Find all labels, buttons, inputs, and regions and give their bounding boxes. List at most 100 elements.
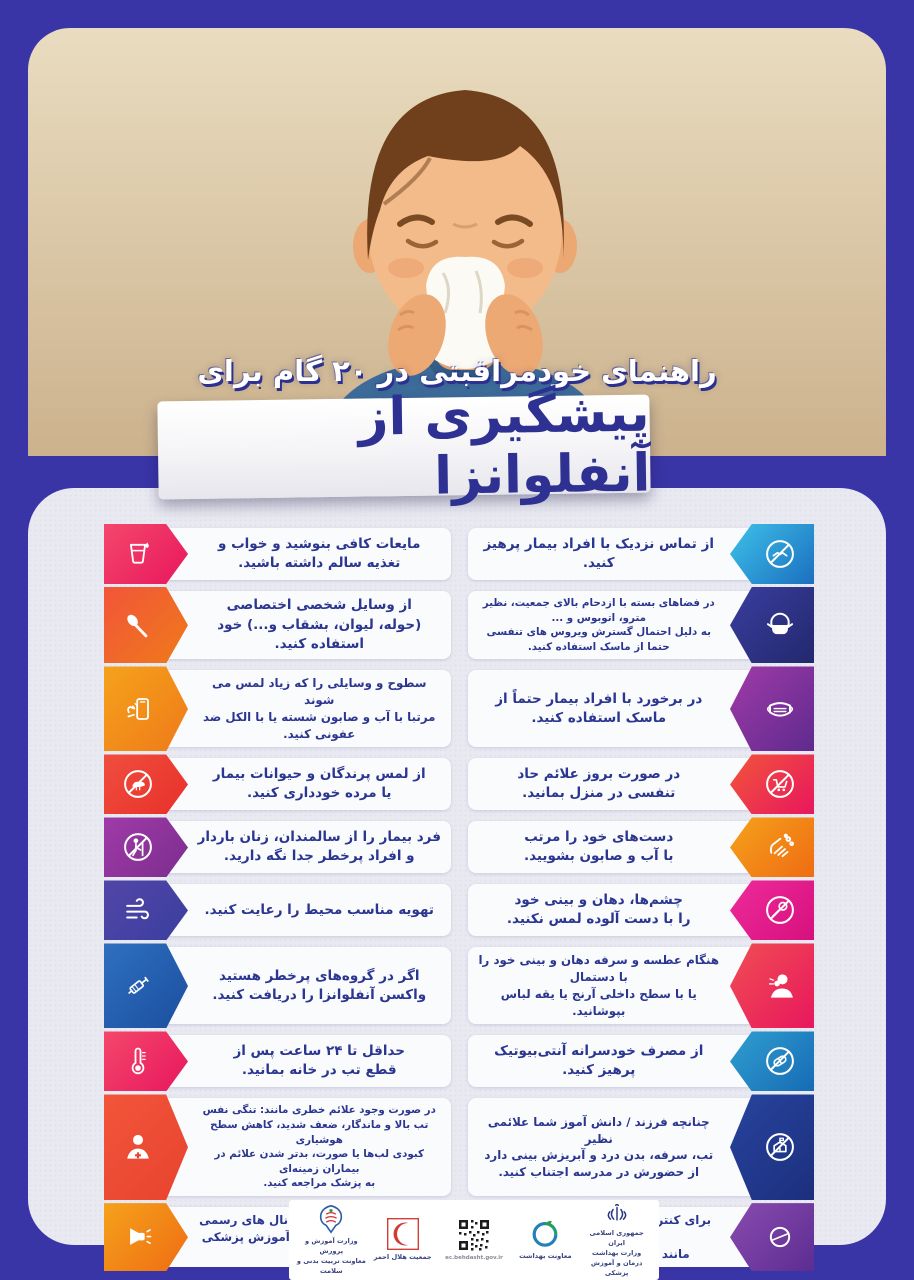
face-mask-icon [766,702,794,717]
tip-text: از لمس پرندگان و حیوانات بیمار یا مرده خ… [212,766,426,802]
no-antibiotics-icon [766,1047,794,1076]
qr-code-caption: ec.behdasht.gov.ir [445,1254,503,1261]
tip-text: سطوح و وسایلی را که زیاد لمس می شوند مرت… [203,676,436,741]
tip-flu-vaccine: اگر در گروه‌های پرخطر هستید واکسن آنفلوا… [104,943,451,1029]
tip-badge [104,943,188,1029]
tip-text: در صورت وجود علائم خطری مانند: تنگی نفس … [202,1104,436,1190]
tip-badge [730,754,814,815]
tip-dont-touch-face: چشم‌ها، دهان و بینی خود را با دست آلوده … [467,880,814,941]
education-ministry-caption: وزارت آموزش و پرورش معاونت تربیت بدنی و … [296,1237,366,1275]
tip-text: در صورت بروز علائم حاد تنفسی در منزل بما… [517,766,681,802]
tip-see-doctor-danger-signs: در صورت وجود علائم خطری مانند: تنگی نفس … [104,1094,451,1201]
qr-code-icon [456,1217,491,1252]
health-deputy-caption: معاونت بهداشت [519,1252,572,1261]
tip-text: تهویه مناسب محیط را رعایت کنید. [204,901,434,918]
tip-badge [730,817,814,878]
tip-text: هنگام عطسه و سرفه دهان و بینی خود را با … [478,953,720,1018]
tip-badge [104,666,188,752]
tip-text: در برخورد با افراد بیمار حتماً از ماسک ا… [495,690,703,726]
no-school-icon [766,1133,794,1162]
tip-badge [104,1094,188,1201]
tip-text: دست‌های خود را مرتب با آب و صابون بشویید… [524,829,674,865]
no-shopping-cart-icon [766,770,794,799]
health-ministry-logo: جمهوری اسلامی ایران وزارت بهداشت درمان و… [582,1201,652,1278]
footer-logos-strip: وزارت آموزش و پرورش معاونت تربیت بدنی و … [289,1200,659,1280]
tip-text: در فضاهای بسته با ازدحام بالای جمعیت، نظ… [482,597,715,653]
title-banner: پیشگیری از آنفلوانزا [157,384,651,507]
tip-badge [730,943,814,1029]
tip-ventilation: تهویه مناسب محیط را رعایت کنید. [104,880,451,941]
red-crescent-icon [386,1218,419,1251]
tip-wash-hands: دست‌های خود را مرتب با آب و صابون بشویید… [467,817,814,878]
tip-mask-in-crowded-places: در فضاهای بسته با ازدحام بالای جمعیت، نظ… [467,587,814,664]
tip-stay-home-symptoms: در صورت بروز علائم حاد تنفسی در منزل بما… [467,754,814,815]
tip-text: اگر در گروه‌های پرخطر هستید واکسن آنفلوا… [212,967,427,1003]
education-ministry-icon [320,1205,343,1234]
tip-text: حداقل تا ۲۴ ساعت پس از قطع تب در خانه بم… [233,1043,406,1079]
syringe-vaccine-icon [128,976,149,994]
doctor-icon [127,1135,149,1159]
hand-washing-icon [769,834,795,858]
tip-personal-items: از وسایل شخصی اختصاصی (حوله، لیوان، بشقا… [104,587,451,664]
tip-stay-home-24h: حداقل تا ۲۴ ساعت پس از قطع تب در خانه بم… [104,1031,451,1092]
disinfect-phone-icon [127,698,149,720]
tip-text: از تماس نزدیک با افراد بیمار پرهیز کنید. [483,535,714,571]
megaphone-icon [130,1228,152,1246]
tip-badge [730,1094,814,1201]
tip-badge [730,880,814,941]
tip-badge [104,1031,188,1092]
water-glass-icon [130,542,149,564]
health-ministry-caption: جمهوری اسلامی ایران وزارت بهداشت درمان و… [589,1229,644,1277]
tip-badge [730,524,814,584]
tip-badge [104,1203,188,1272]
tip-badge [104,817,188,878]
tip-cover-sneeze: هنگام عطسه و سرفه دهان و بینی خود را با … [467,943,814,1029]
masked-face-icon [766,612,794,635]
red-crescent-logo: جمعیت هلال احمر [368,1217,438,1263]
red-crescent-caption: جمعیت هلال احمر [373,1253,432,1262]
tip-keep-child-home-from-school: چنانچه فرزند / دانش آموز شما علائمی نظیر… [467,1094,814,1201]
no-touch-face-icon [766,896,794,925]
tip-text: از مصرف خودسرانه آنتی‌بیوتیک پرهیز کنید. [494,1043,704,1079]
tip-badge [730,666,814,752]
no-elderly-contact-icon [124,833,152,862]
tip-mask-with-sick: در برخورد با افراد بیمار حتماً از ماسک ا… [467,666,814,752]
cover-sneeze-icon [768,974,793,998]
tip-avoid-sick-birds: از لمس پرندگان و حیوانات بیمار یا مرده خ… [104,754,451,815]
health-deputy-icon [532,1220,558,1247]
tip-disinfect-surfaces: سطوح و وسایلی را که زیاد لمس می شوند مرت… [104,666,451,752]
wind-ventilation-icon [126,898,149,920]
education-ministry-logo: وزارت آموزش و پرورش معاونت تربیت بدنی و … [296,1203,366,1277]
sneezing-boy-photo [28,28,886,456]
tip-text: فرد بیمار را از سالمندان، زنان باردار و … [197,829,441,865]
qr-code-logo: ec.behdasht.gov.ir [439,1217,509,1262]
tip-badge [104,524,188,584]
tip-badge [104,587,188,664]
health-deputy-logo: معاونت بهداشت [510,1218,580,1262]
tip-badge [104,754,188,815]
health-ministry-icon [607,1204,626,1221]
poster-title: پیشگیری از آنفلوانزا [358,383,651,507]
tip-drink-fluids: مایعات کافی بنوشید و خواب و تغذیه سالم د… [104,524,451,584]
thermometer-icon [131,1048,146,1075]
tip-badge [730,587,814,664]
tip-badge [730,1203,814,1272]
tip-separate-patient: فرد بیمار را از سالمندان، زنان باردار و … [104,817,451,878]
tip-no-self-antibiotics: از مصرف خودسرانه آنتی‌بیوتیک پرهیز کنید. [467,1031,814,1092]
poster-subtitle: راهنمای خودمراقبتی در ۲۰ گام برای [197,354,717,388]
tip-text: از وسایل شخصی اختصاصی (حوله، لیوان، بشقا… [217,597,422,652]
tips-panel: از تماس نزدیک با افراد بیمار پرهیز کنید.… [28,488,886,1272]
no-bird-icon [124,770,152,799]
tip-text: مایعات کافی بنوشید و خواب و تغذیه سالم د… [218,535,421,571]
spoon-icon [127,614,148,638]
tip-badge [104,880,188,941]
tips-grid: از تماس نزدیک با افراد بیمار پرهیز کنید.… [28,488,886,1272]
tip-text: چشم‌ها، دهان و بینی خود را با دست آلوده … [506,892,691,928]
no-handshake-icon [766,540,794,568]
tip-badge [730,1031,814,1092]
tip-avoid-close-contact: از تماس نزدیک با افراد بیمار پرهیز کنید. [467,524,814,584]
tip-text: چنانچه فرزند / دانش آموز شما علائمی نظیر… [484,1114,714,1180]
tablet-pill-icon [769,1227,791,1248]
boy-illustration [28,28,886,456]
